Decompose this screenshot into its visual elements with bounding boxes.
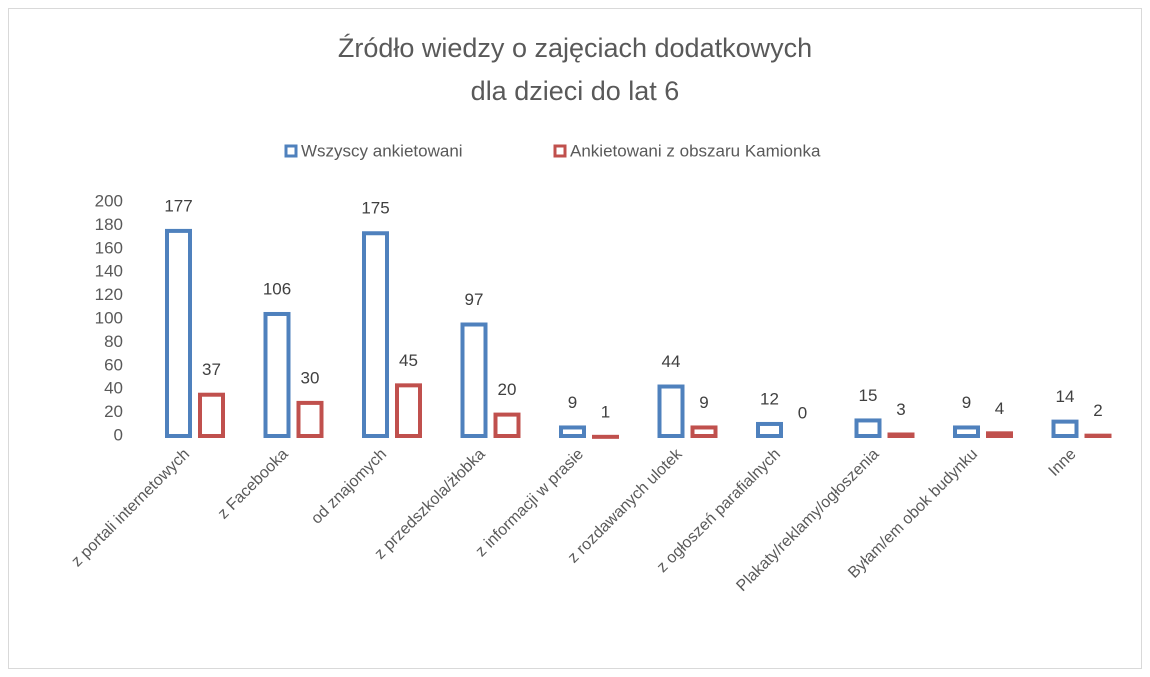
- data-label: 37: [202, 360, 221, 379]
- data-label: 45: [399, 351, 418, 370]
- data-label: 2: [1093, 401, 1102, 420]
- y-tick-label: 140: [95, 262, 123, 281]
- data-label: 9: [962, 393, 971, 412]
- data-label: 30: [301, 368, 320, 387]
- legend-swatch: [284, 144, 298, 158]
- data-label: 106: [263, 279, 291, 298]
- data-label: 9: [699, 393, 708, 412]
- y-tick-label: 60: [104, 355, 123, 374]
- bar: [165, 228, 192, 438]
- data-label: 1: [601, 402, 610, 421]
- bar: [263, 311, 291, 439]
- legend-label: Ankietowani z obszaru Kamionka: [570, 141, 821, 160]
- legend-swatch: [553, 144, 567, 158]
- bar: [887, 432, 915, 438]
- y-tick-label: 40: [104, 379, 123, 398]
- bar: [460, 322, 488, 439]
- bar: [198, 392, 225, 438]
- data-label: 177: [164, 196, 192, 215]
- y-tick-label: 0: [114, 425, 123, 444]
- data-label: 97: [465, 290, 484, 309]
- y-tick-label: 100: [95, 308, 123, 327]
- bar: [1051, 419, 1079, 438]
- bar: [690, 425, 718, 439]
- bar: [986, 431, 1013, 439]
- y-tick-label: 160: [95, 238, 123, 257]
- data-label: 12: [760, 389, 779, 408]
- data-label: 14: [1056, 387, 1075, 406]
- bar: [296, 400, 324, 438]
- bar: [854, 418, 882, 439]
- chart-title: Źródło wiedzy o zajęciach dodatkowych: [338, 33, 812, 63]
- bar: [493, 412, 521, 439]
- bar: [756, 421, 783, 438]
- data-label: 44: [662, 352, 681, 371]
- data-label: 15: [859, 386, 878, 405]
- y-tick-label: 120: [95, 285, 123, 304]
- y-tick-label: 180: [95, 215, 123, 234]
- y-tick-label: 80: [104, 332, 123, 351]
- data-label: 20: [498, 380, 517, 399]
- data-label: 3: [896, 400, 905, 419]
- bar: [362, 231, 389, 438]
- bar: [657, 384, 685, 438]
- chart-border: [8, 8, 1142, 669]
- chart-title: dla dzieci do lat 6: [471, 76, 680, 106]
- data-label: 4: [995, 399, 1004, 418]
- data-label: 0: [798, 403, 807, 422]
- bar: [559, 425, 586, 439]
- data-label: 9: [568, 393, 577, 412]
- y-tick-label: 20: [104, 402, 123, 421]
- y-tick-label: 200: [95, 191, 123, 210]
- bar: [395, 383, 422, 439]
- data-label: 175: [361, 199, 389, 218]
- bar: [953, 425, 980, 439]
- legend-label: Wszyscy ankietowani: [301, 141, 463, 160]
